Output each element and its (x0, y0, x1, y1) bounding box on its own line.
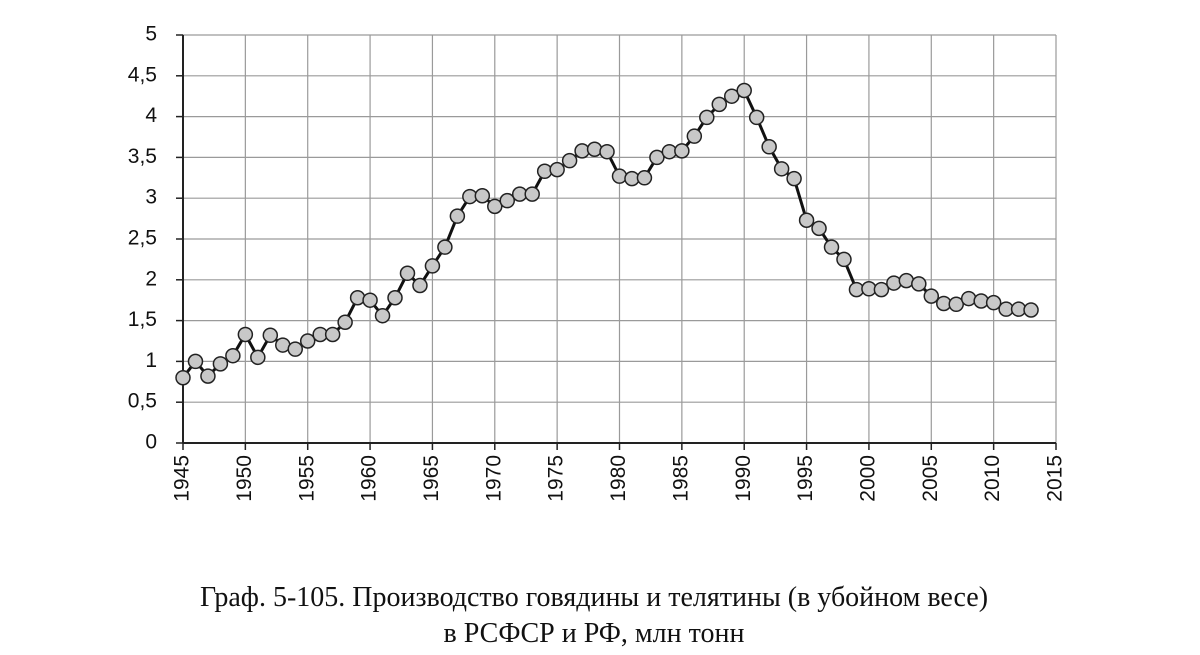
data-point (923, 288, 940, 304)
y-tick-label: 1 (145, 349, 157, 372)
data-point (237, 326, 254, 343)
x-tick-label: 1955 (295, 455, 318, 502)
y-tick-label: 4,5 (128, 63, 157, 86)
y-tick-label: 0,5 (128, 390, 157, 413)
data-point (200, 368, 216, 384)
data-point (349, 290, 366, 306)
x-tick-label: 2015 (1044, 455, 1067, 502)
data-point (699, 109, 715, 126)
y-tick-label: 2,5 (128, 227, 157, 250)
data-point (873, 281, 890, 298)
y-tick-label: 1,5 (128, 308, 157, 331)
data-point (399, 265, 416, 282)
data-point (250, 349, 266, 366)
data-point (960, 290, 977, 307)
data-point (723, 88, 740, 104)
data-point (412, 277, 428, 294)
data-point (811, 220, 827, 237)
data-point (761, 139, 777, 155)
data-point (212, 356, 229, 372)
data-point (424, 258, 441, 274)
x-tick-label: 1975 (545, 455, 568, 502)
x-tick-label: 1945 (171, 455, 194, 502)
data-point (674, 143, 690, 159)
y-tick-label: 5 (145, 23, 157, 46)
data-point (225, 347, 241, 364)
data-point (362, 292, 378, 308)
data-point (599, 143, 615, 160)
data-point (1023, 302, 1039, 318)
data-point (985, 294, 1002, 311)
data-point (487, 198, 503, 215)
data-point (611, 168, 628, 184)
data-point (711, 96, 728, 113)
x-tick-label: 2010 (981, 455, 1004, 502)
data-point (911, 276, 927, 292)
data-point (187, 353, 204, 370)
data-point (499, 192, 516, 209)
caption-line: Граф. 5-105. Производство говядины и тел… (200, 582, 988, 613)
x-tick-label: 1995 (794, 455, 817, 502)
data-point (836, 251, 852, 268)
data-point (561, 152, 578, 169)
data-point (437, 239, 453, 255)
y-tick-label: 3 (145, 186, 157, 209)
data-point (748, 109, 765, 126)
data-point (798, 212, 815, 228)
data-point (636, 170, 653, 186)
x-tick-label: 1965 (420, 455, 443, 502)
data-point (524, 186, 540, 202)
data-point (823, 239, 840, 255)
data-point (262, 327, 279, 344)
data-point (287, 341, 303, 357)
data-point (387, 290, 403, 306)
data-point (175, 369, 191, 386)
x-tick-label: 2000 (856, 455, 879, 502)
x-tick-label: 1985 (669, 455, 692, 502)
data-point (474, 188, 491, 204)
y-tick-label: 4 (145, 104, 157, 127)
x-tick-label: 1960 (358, 455, 381, 502)
data-point (449, 208, 466, 224)
data-point (549, 161, 565, 178)
data-point (374, 307, 391, 324)
x-tick-label: 1950 (233, 455, 256, 502)
y-tick-label: 2 (145, 267, 157, 290)
data-point (948, 296, 964, 313)
data-point (324, 326, 341, 343)
y-tick-label: 3,5 (128, 145, 157, 168)
data-point (736, 82, 752, 99)
data-point (773, 161, 790, 177)
x-tick-label: 1970 (482, 455, 505, 502)
data-point (586, 141, 603, 157)
x-tick-label: 2005 (919, 455, 942, 502)
data-point (886, 275, 902, 291)
data-point (649, 149, 665, 166)
data-point (337, 314, 353, 330)
caption-line: в РСФСР и РФ, млн тонн (444, 618, 745, 649)
y-tick-label: 0 (145, 431, 157, 454)
data-point (686, 128, 703, 144)
data-point (786, 170, 802, 187)
x-tick-label: 1990 (732, 455, 755, 502)
x-tick-label: 1980 (607, 455, 630, 502)
data-point (299, 333, 316, 349)
